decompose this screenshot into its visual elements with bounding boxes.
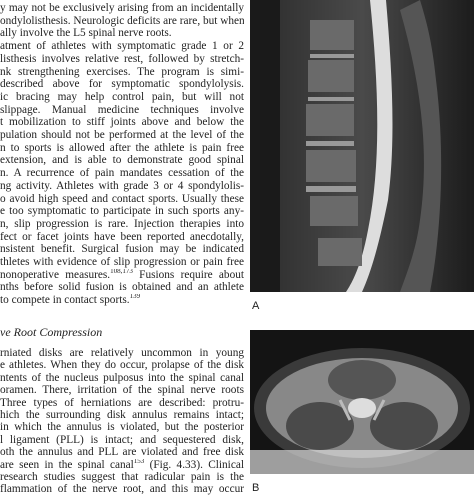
- text-line: ally involve the L5 spinal nerve roots.: [0, 27, 172, 40]
- figure-label: A: [252, 300, 260, 312]
- text-run: (Fig. 4.33). Clinical: [144, 458, 244, 471]
- text-line: thletes with evidence of slip progressio…: [0, 256, 244, 268]
- text-line: fect or facet joints have been reported …: [0, 230, 244, 243]
- text-line: oth the annulus and PLL are violated and…: [0, 446, 244, 459]
- text-line: y may not be exclusively arising from an…: [0, 2, 244, 14]
- text-line: e too symptomatic to participate in such…: [0, 205, 244, 218]
- text-line: nsistent benefit. Surgical fusion may be…: [0, 243, 244, 256]
- text-line: hich the surrounding disk annulus remain…: [0, 409, 244, 421]
- text-line: are seen in the spinal canal153 (Fig. 4.…: [0, 459, 244, 472]
- text-line: t mobilization to stiff joints above and…: [0, 116, 244, 129]
- text-line: l ligament (PLL) is intact; and sequeste…: [0, 433, 244, 446]
- superscript: 139: [129, 294, 141, 301]
- text-line: nths before solid fusion is obtained and…: [0, 281, 244, 294]
- text-line: described above for symptomatic spondylo…: [0, 78, 244, 91]
- text-line: ondylolisthesis. Neurologic deficits are…: [0, 14, 244, 27]
- text-line: oramen. There, irritation of the spinal …: [0, 384, 244, 397]
- text-run: nonoperative measures.: [0, 268, 111, 281]
- superscript: 108,173: [110, 268, 133, 275]
- section-heading: ve Root Compression: [0, 326, 103, 339]
- text-line: n, slip progression is rare. Injection t…: [0, 217, 244, 230]
- superscript: 153: [133, 458, 145, 465]
- text-line: nonoperative measures.108,173 Fusions re…: [0, 269, 244, 282]
- text-line: extension, and is able to demonstrate go…: [0, 154, 244, 167]
- text-line: ic bracing may help control pain, but wi…: [0, 90, 244, 103]
- text-line: pulation should not be performed at the …: [0, 129, 244, 141]
- figure-label: B: [252, 482, 260, 494]
- text-line: e athletes. When they do occur, prolapse…: [0, 359, 244, 372]
- text-run: Fusions require about: [132, 268, 244, 281]
- text-run: to compete in contact sports.: [0, 294, 130, 307]
- text-line: research studies suggest that radicular …: [0, 471, 244, 483]
- text-run: are seen in the spinal canal: [0, 458, 134, 471]
- text-line: slippage. Manual medicine techniques inv…: [0, 103, 244, 116]
- text-line: listhesis involves relative rest, follow…: [0, 52, 244, 65]
- mri-sagittal: [250, 0, 474, 292]
- text-line: to compete in contact sports.139: [0, 294, 244, 307]
- text-line: flammation of the nerve root, and this m…: [0, 483, 244, 496]
- text-line: nk strengthening exercises. The program …: [0, 65, 244, 78]
- mri-axial: [250, 330, 474, 474]
- text-line: Three types of herniations are described…: [0, 396, 244, 409]
- text-line: rniated disks are relatively uncommon in…: [0, 347, 244, 359]
- text-line: ng activity. Athletes with grade 3 or 4 …: [0, 179, 244, 192]
- text-line: n to sports is allowed after the athlete…: [0, 141, 244, 154]
- text-line: n. A recurrence of pain mandates cessati…: [0, 167, 244, 180]
- text-line: atment of athletes with symptomatic grad…: [0, 40, 244, 53]
- text-line: in which the annulus is violated, but th…: [0, 421, 244, 434]
- text-line: o avoid high speed and contact sports. U…: [0, 192, 244, 205]
- text-line: ntents of the nucleus pulposus into the …: [0, 371, 244, 384]
